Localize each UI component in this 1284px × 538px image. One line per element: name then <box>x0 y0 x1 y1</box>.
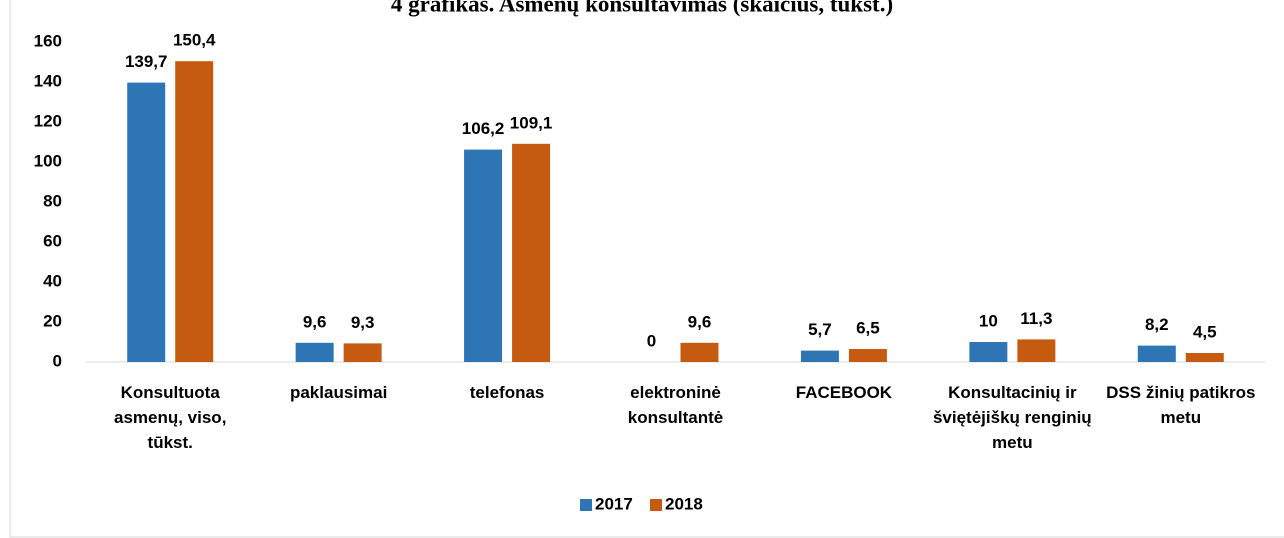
bar <box>512 143 551 362</box>
bar <box>680 342 719 362</box>
data-label: 5,7 <box>808 320 832 339</box>
legend-label: 2017 <box>595 494 633 513</box>
bar <box>1017 339 1056 362</box>
y-tick-label: 160 <box>34 31 62 50</box>
x-tick-label: telefonas <box>469 383 545 402</box>
data-label: 150,4 <box>173 31 216 50</box>
data-label: 106,2 <box>462 119 505 138</box>
y-tick-label: 80 <box>43 191 62 210</box>
data-label: 10 <box>979 311 998 330</box>
x-tick-label: FACEBOOK <box>795 383 893 402</box>
y-tick-label: 20 <box>43 311 62 330</box>
data-label: 9,6 <box>303 312 327 331</box>
data-label: 4,5 <box>1193 322 1217 341</box>
data-label: 0 <box>647 331 656 350</box>
legend-swatch <box>580 499 592 511</box>
bar <box>127 82 166 362</box>
data-label: 139,7 <box>125 52 168 71</box>
bar <box>848 349 887 362</box>
x-tick-label: Konsultacinių ir šviętėjiškų renginių me… <box>932 383 1092 452</box>
x-tick-label: DSS žinių patikros metu <box>1106 383 1256 427</box>
bar <box>1137 345 1176 362</box>
y-tick-label: 60 <box>43 231 62 250</box>
bar <box>1185 353 1224 362</box>
bar <box>295 342 334 362</box>
chart-border <box>9 0 1284 538</box>
data-label: 6,5 <box>856 318 880 337</box>
y-tick-label: 120 <box>34 111 62 130</box>
data-label: 11,3 <box>1020 309 1052 328</box>
legend-swatch <box>650 499 662 511</box>
x-tick-label: paklausimai <box>289 383 388 402</box>
bar <box>175 61 214 362</box>
bar <box>969 342 1008 362</box>
data-label: 8,2 <box>1145 315 1169 334</box>
y-tick-label: 140 <box>34 71 62 90</box>
data-label: 9,3 <box>351 313 375 332</box>
data-label: 109,1 <box>510 113 553 132</box>
x-tick-label: elektroninė konsultantė <box>627 383 724 427</box>
y-tick-label: 0 <box>53 351 62 370</box>
data-label: 9,6 <box>688 312 712 331</box>
bar <box>343 343 382 362</box>
bar <box>800 350 839 362</box>
bar <box>464 149 503 362</box>
y-tick-label: 100 <box>34 151 62 170</box>
legend-label: 2018 <box>665 494 703 513</box>
x-tick-label: Konsultuota asmenų, viso, tūkst. <box>113 383 227 452</box>
y-tick-label: 40 <box>43 271 62 290</box>
chart-title: 4 grafikas. Asmenų konsultavimas (skaiči… <box>391 0 893 16</box>
